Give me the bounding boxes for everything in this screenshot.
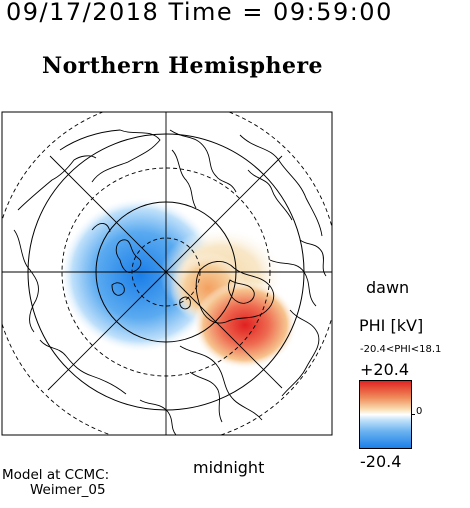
- colorbar-min-label: -20.4: [360, 452, 402, 471]
- colorbar: [359, 380, 415, 449]
- colorbar-max-label: +20.4: [360, 360, 410, 379]
- colorbar-title: PHI [kV]: [359, 316, 424, 335]
- meridian-grid: [2, 112, 332, 435]
- dawn-label: dawn: [366, 278, 410, 297]
- timestamp: 09/17/2018 Time = 09:59:00: [6, 0, 393, 26]
- positive-potential-peak: [193, 281, 297, 369]
- polar-map: [1, 111, 333, 436]
- colorbar-range: -20.4<PHI<18.1: [360, 344, 442, 355]
- model-credit: Model at CCMC: Weimer_05: [2, 468, 109, 498]
- negative-potential-cell: [60, 197, 220, 353]
- colorbar-zero-label: 0: [416, 406, 423, 417]
- map-frame: [1, 111, 333, 436]
- colorbar-gradient: [359, 380, 412, 449]
- midnight-label: midnight: [193, 458, 265, 477]
- potential-field: [60, 197, 297, 369]
- page-title: Northern Hemisphere: [42, 53, 324, 79]
- model-credit-line1: Model at CCMC:: [2, 467, 110, 483]
- model-credit-line2: Weimer_05: [30, 482, 106, 498]
